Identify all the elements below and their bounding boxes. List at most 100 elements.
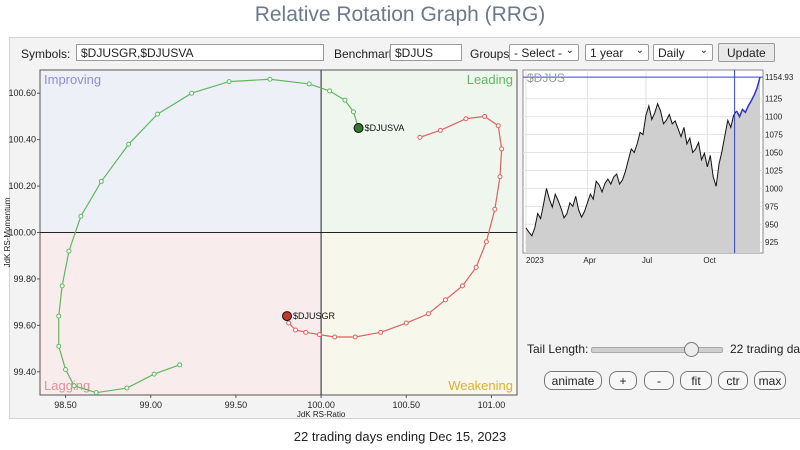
x-tick-label: 101.00: [478, 400, 506, 410]
tail-point: [93, 390, 99, 396]
slider-handle[interactable]: [683, 342, 699, 357]
period-select-value: 1 year: [590, 46, 624, 60]
x-tick-label: 100.50: [393, 400, 421, 410]
y-tick-label: 99.80: [13, 274, 36, 284]
benchmark-label: Benchmark:: [334, 47, 399, 61]
benchmark-x-tick-label: Apr: [583, 256, 596, 265]
tail-point: [442, 297, 448, 303]
tail-point: [342, 97, 348, 103]
tail-point: [332, 334, 338, 340]
groups-select-value: - Select -: [514, 46, 563, 60]
chevron-down-icon: ⌄: [565, 45, 574, 56]
benchmark-input[interactable]: [390, 44, 462, 61]
benchmark-x-tick-label: Jul: [642, 256, 652, 265]
x-tick-label: 100.00: [307, 400, 335, 410]
y-tick-label: 100.00: [8, 228, 36, 238]
update-button[interactable]: Update: [718, 43, 775, 62]
symbols-label: Symbols:: [21, 47, 71, 61]
symbols-input[interactable]: [76, 44, 324, 61]
tail-point: [483, 239, 489, 245]
series-label: $DJUSGR: [293, 311, 336, 321]
series-label: $DJUSVA: [365, 123, 405, 133]
y-tick-label: 100.60: [8, 88, 36, 98]
y-tick-label: 100.20: [8, 181, 36, 191]
groups-label: Groups:: [470, 47, 513, 61]
tail-point: [303, 329, 309, 335]
tail-point: [403, 320, 409, 326]
tail-point: [352, 334, 358, 340]
quadrant-label-leading: Leading: [467, 72, 513, 87]
tail-length-slider[interactable]: [591, 342, 723, 357]
benchmark-y-tick-label: 1100: [765, 113, 783, 122]
zoom-in-button[interactable]: +: [609, 371, 637, 390]
animate-button[interactable]: animate: [544, 371, 602, 390]
tail-point: [495, 123, 501, 129]
tail-point: [56, 313, 62, 319]
benchmark-chart-title: $DJUS: [527, 71, 565, 85]
tail-point: [463, 116, 469, 122]
tail-point: [378, 329, 384, 335]
tail-point: [286, 320, 292, 326]
tail-point: [189, 90, 195, 96]
groups-select[interactable]: - Select - ⌄: [509, 44, 579, 61]
frequency-select-value: Daily: [658, 46, 685, 60]
tail-point: [59, 283, 65, 289]
tail-point: [177, 362, 183, 368]
period-select[interactable]: 1 year ⌄: [585, 44, 649, 61]
fit-button[interactable]: fit: [680, 371, 712, 390]
y-tick-label: 99.60: [13, 320, 36, 330]
x-tick-label: 99.00: [139, 400, 162, 410]
tail-point: [98, 178, 104, 184]
x-axis-title: JdK RS-Ratio: [297, 410, 346, 419]
tail-point: [151, 371, 157, 377]
tail-point: [350, 109, 356, 115]
y-axis-title: JdK RS-Momentum: [3, 197, 12, 267]
tail-point: [473, 264, 479, 270]
tail-length-value: 22 trading days: [730, 342, 800, 356]
benchmark-y-tick-label: 1050: [765, 149, 783, 158]
tail-point: [63, 366, 69, 372]
tail-point: [267, 76, 273, 82]
tail-point: [425, 311, 431, 317]
tail-point: [437, 127, 443, 133]
tail-point: [293, 327, 299, 333]
benchmark-line: [525, 102, 738, 237]
tail-point: [306, 81, 312, 87]
tail-point: [499, 146, 505, 152]
center-button[interactable]: ctr: [718, 371, 748, 390]
frequency-select[interactable]: Daily ⌄: [653, 44, 713, 61]
quadrant-lagging: [40, 232, 322, 395]
x-tick-label: 99.50: [225, 400, 248, 410]
tail-point: [492, 206, 498, 212]
x-tick-label: 98.50: [54, 400, 77, 410]
benchmark-y-tick-label: 950: [765, 220, 779, 229]
zoom-out-button[interactable]: -: [644, 371, 674, 390]
tail-point: [71, 383, 77, 389]
page-title: Relative Rotation Graph (RRG): [254, 3, 546, 26]
benchmark-x-tick-label: Oct: [703, 256, 716, 265]
series-head-marker: [282, 311, 293, 322]
chevron-down-icon: ⌄: [699, 45, 708, 56]
benchmark-area: [526, 77, 760, 253]
rrg-chart-area[interactable]: Improving Leading Weakening Lagging 98.50 99.…: [0, 60, 800, 420]
tail-line: [286, 115, 503, 338]
tail-length-label: Tail Length:: [527, 342, 589, 356]
tail-point: [78, 213, 84, 219]
tail-point: [327, 88, 333, 94]
quadrant-weakening: [321, 232, 517, 395]
max-button[interactable]: max: [754, 371, 786, 390]
y-tick-label: 100.40: [8, 135, 36, 145]
date-range-caption: 22 trading days ending Dec 15, 2023: [293, 429, 507, 444]
benchmark-y-tick-label: 975: [765, 202, 779, 211]
quadrant-label-weakening: Weakening: [448, 378, 513, 393]
tail-point: [126, 141, 132, 147]
tail-point: [417, 134, 423, 140]
benchmark-x-tick-label: 2023: [526, 256, 544, 265]
tail-point: [482, 113, 488, 119]
series-head-marker: [353, 123, 364, 134]
tail-point: [124, 385, 130, 391]
last-value-label: 1154.93: [765, 73, 794, 82]
benchmark-y-tick-label: 1075: [765, 131, 783, 140]
tail-point: [316, 332, 322, 338]
y-tick-label: 99.40: [13, 367, 36, 377]
